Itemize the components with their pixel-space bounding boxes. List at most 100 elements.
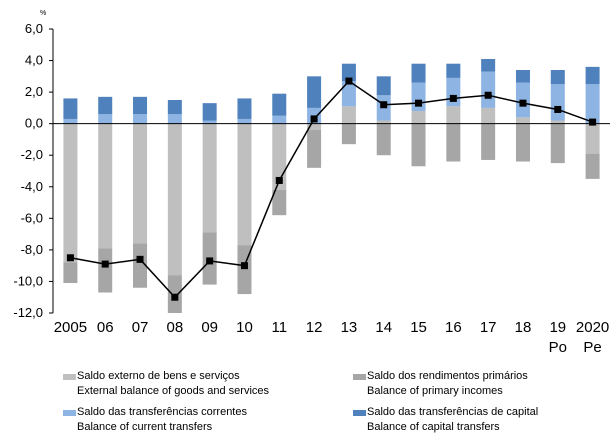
bar-segment-s3 bbox=[411, 63, 426, 83]
bar-segment-s3 bbox=[237, 98, 252, 119]
bar-segment-s3 bbox=[341, 63, 356, 82]
bar-segment-s2 bbox=[411, 82, 426, 112]
bar-segment-s0 bbox=[550, 120, 565, 124]
bar-segment-s2 bbox=[98, 114, 113, 124]
bar-segment-s1 bbox=[515, 123, 530, 162]
bar-segment-s2 bbox=[133, 114, 148, 124]
bar-segment-s2 bbox=[167, 114, 182, 124]
y-tick-label: 4,0 bbox=[25, 53, 43, 68]
unit-label: % bbox=[40, 10, 46, 17]
line-point-marker bbox=[66, 254, 74, 262]
y-tick-label: 2,0 bbox=[25, 84, 43, 99]
bar-segment-s0 bbox=[446, 106, 461, 124]
y-tick-label: -6,0 bbox=[21, 210, 43, 225]
y-tick-label: 6,0 bbox=[25, 21, 43, 36]
x-tick-label: 07 bbox=[132, 319, 149, 336]
bar-segment-s1 bbox=[307, 129, 322, 168]
bar-segment-s3 bbox=[376, 76, 391, 96]
bar-segment-s2 bbox=[272, 115, 287, 124]
bar-segment-s0 bbox=[515, 117, 530, 124]
x-tick-label: 17 bbox=[480, 319, 497, 336]
bar-segment-s2 bbox=[446, 77, 461, 107]
bar-segment-s1 bbox=[550, 123, 565, 164]
y-tick-label: -12,0 bbox=[13, 305, 43, 320]
balance-line-series bbox=[66, 77, 597, 301]
line-point-marker bbox=[484, 91, 492, 99]
y-tick-label: 0,0 bbox=[25, 116, 43, 131]
x-tick-label: 18 bbox=[515, 319, 532, 336]
line-point-marker bbox=[554, 105, 562, 113]
line-point-marker bbox=[136, 255, 144, 263]
line-point-marker bbox=[240, 262, 248, 270]
line-point-marker bbox=[310, 115, 318, 123]
bar-segment-s0 bbox=[202, 123, 217, 233]
bar-segment-s3 bbox=[446, 63, 461, 78]
bar-segment-s3 bbox=[133, 96, 148, 115]
bar-segment-s0 bbox=[133, 123, 148, 244]
y-axis-ticks: 6,0 4,0 2,0 0,0 -2,0 -4,0 -6,0 -8,0 -10,0 -12,0 bbox=[13, 21, 53, 320]
line-point-marker bbox=[449, 94, 457, 102]
line-point-marker bbox=[589, 118, 597, 126]
x-tick-label: 2005 bbox=[54, 319, 87, 336]
y-tick-label: -10,0 bbox=[13, 273, 43, 288]
bar-segment-s3 bbox=[585, 66, 600, 85]
bar-segment-s1 bbox=[63, 262, 78, 284]
bar-segment-s0 bbox=[167, 123, 182, 276]
balance-line bbox=[70, 80, 593, 299]
bar-segment-s0 bbox=[237, 123, 252, 246]
bar-segment-s3 bbox=[272, 93, 287, 116]
line-point-marker bbox=[171, 293, 179, 301]
bar-segment-s2 bbox=[585, 84, 600, 124]
bar-segment-s3 bbox=[98, 96, 113, 115]
x-tick-sublabel: Pe bbox=[583, 339, 601, 356]
bar-segment-s3 bbox=[63, 98, 78, 119]
bar-segment-s1 bbox=[272, 189, 287, 216]
line-point-marker bbox=[101, 260, 109, 268]
x-tick-label: 14 bbox=[375, 319, 392, 336]
bar-segment-s2 bbox=[237, 118, 252, 124]
line-point-marker bbox=[275, 176, 283, 184]
bar-segment-s2 bbox=[63, 118, 78, 124]
bar-segment-s0 bbox=[585, 123, 600, 154]
bar-segment-s2 bbox=[202, 120, 217, 124]
bar-segment-s3 bbox=[167, 100, 182, 115]
x-tick-label: 2020 bbox=[576, 319, 609, 336]
bar-segment-s1 bbox=[376, 123, 391, 156]
line-point-marker bbox=[206, 257, 214, 265]
bar-segment-s1 bbox=[98, 248, 113, 293]
x-tick-sublabel: Po bbox=[549, 339, 567, 356]
bar-segment-s0 bbox=[63, 123, 78, 263]
bar-segment-s0 bbox=[341, 106, 356, 124]
line-point-marker bbox=[415, 99, 423, 107]
x-tick-label: 10 bbox=[236, 319, 253, 336]
bar-segment-s3 bbox=[307, 76, 322, 108]
y-tick-label: -4,0 bbox=[21, 179, 43, 194]
bar-segment-s1 bbox=[133, 243, 148, 288]
bar-segment-s3 bbox=[515, 70, 530, 83]
x-tick-label: 13 bbox=[341, 319, 358, 336]
bar-segment-s0 bbox=[376, 120, 391, 124]
bar-segment-s0 bbox=[411, 111, 426, 124]
bar-segment-s2 bbox=[481, 71, 496, 108]
x-tick-label: 15 bbox=[410, 319, 427, 336]
bar-segment-s0 bbox=[307, 123, 322, 130]
bar-segment-s2 bbox=[550, 84, 565, 121]
bar-segment-s2 bbox=[341, 81, 356, 107]
line-point-marker bbox=[345, 77, 353, 85]
line-point-marker bbox=[519, 99, 527, 107]
bar-series bbox=[63, 58, 600, 313]
y-tick-label: -8,0 bbox=[21, 242, 43, 257]
x-tick-label: 12 bbox=[306, 319, 323, 336]
bar-segment-s1 bbox=[585, 153, 600, 179]
x-tick-label: 06 bbox=[97, 319, 114, 336]
line-point-marker bbox=[380, 101, 388, 109]
x-tick-label: 08 bbox=[167, 319, 184, 336]
bar-segment-s1 bbox=[446, 123, 461, 162]
bar-segment-s1 bbox=[411, 123, 426, 167]
x-axis-labels: 2005 06 07 08 09 10 11 12 13 14 15 16 17 18 19 Po 2020 Pe bbox=[54, 319, 610, 356]
x-tick-label: 19 bbox=[549, 319, 566, 336]
x-tick-label: 16 bbox=[445, 319, 462, 336]
bar-segment-s3 bbox=[481, 58, 496, 72]
bar-segment-s3 bbox=[202, 103, 217, 121]
